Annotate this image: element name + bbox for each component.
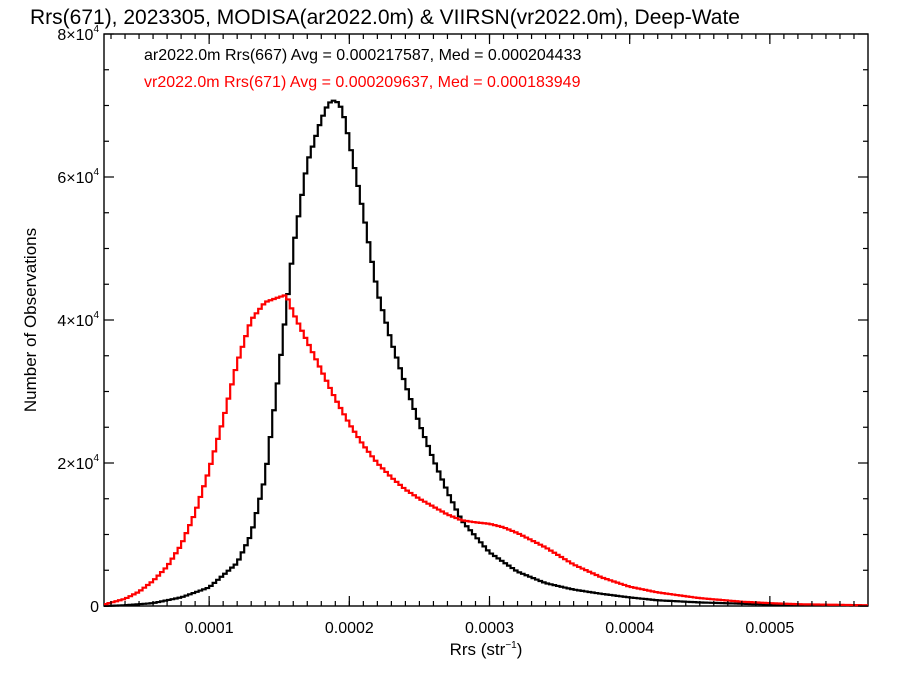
x-axis-label-main: Rrs (str <box>450 640 506 659</box>
plot-border <box>103 33 869 607</box>
y-tick-label-4: 8×104 <box>57 24 99 44</box>
x-axis-label-sup: −1 <box>505 640 517 651</box>
y-tick-label-2: 4×104 <box>57 310 99 330</box>
x-axis-label: Rrs (str−1) <box>450 640 523 659</box>
x-tick-label-1: 0.0002 <box>325 620 374 637</box>
y-tick-label-base: 4×10 <box>57 313 93 330</box>
series-line-0 <box>104 99 868 608</box>
y-tick-label-exponent: 4 <box>93 453 99 464</box>
x-axis-ticks: 0.0001 0.0002 0.0003 0.0004 0.0005 <box>110 34 855 637</box>
x-tick-label-0: 0.0001 <box>185 620 234 637</box>
y-tick-label-base: 8×10 <box>57 27 93 44</box>
x-tick-label-4: 0.0005 <box>745 620 794 637</box>
x-tick-label-2: 0.0003 <box>465 620 514 637</box>
y-tick-label-1: 2×104 <box>57 453 99 473</box>
legend: ar2022.0m Rrs(667) Avg = 0.000217587, Me… <box>144 47 581 91</box>
y-tick-label-exponent: 4 <box>93 167 99 178</box>
x-tick-label-3: 0.0004 <box>605 620 654 637</box>
y-axis-label: Number of Observations <box>21 228 40 412</box>
series-layer <box>104 99 868 608</box>
chart-title: Rrs(671), 2023305, MODISA(ar2022.0m) & V… <box>30 6 740 29</box>
series-line-1 <box>104 294 868 607</box>
y-tick-label-base: 6×10 <box>57 170 93 187</box>
legend-entry-0: ar2022.0m Rrs(667) Avg = 0.000217587, Me… <box>144 47 581 64</box>
legend-entry-1: vr2022.0m Rrs(671) Avg = 0.000209637, Me… <box>144 74 581 91</box>
y-tick-label-3: 6×104 <box>57 167 99 187</box>
y-tick-label-base: 0 <box>90 599 99 616</box>
y-tick-label-base: 2×10 <box>57 456 93 473</box>
y-tick-label-0: 0 <box>90 599 99 616</box>
x-axis-label-suffix: ) <box>517 640 523 659</box>
y-tick-label-exponent: 4 <box>93 24 99 35</box>
y-tick-label-exponent: 4 <box>93 310 99 321</box>
plot-frame <box>103 33 869 607</box>
